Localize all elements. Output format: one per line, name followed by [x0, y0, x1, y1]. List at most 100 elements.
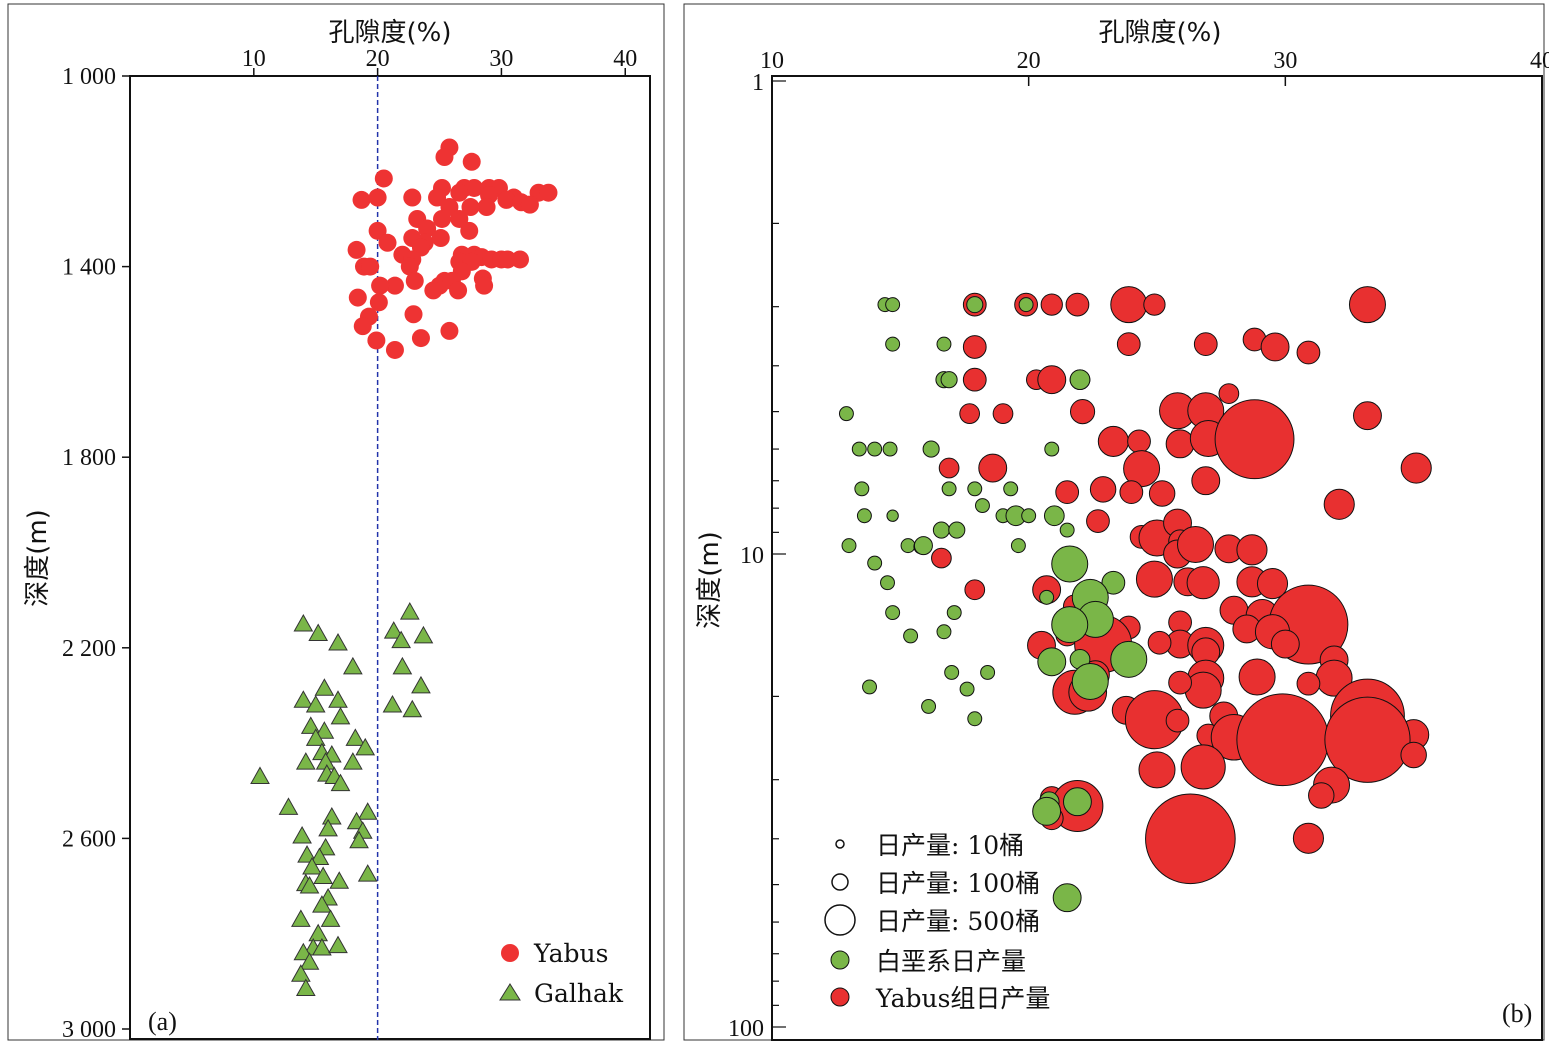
legend-size-500-marker	[824, 904, 856, 936]
data-point-yabus	[449, 281, 468, 300]
panel-a-y-tick-label: 1 400	[62, 255, 116, 281]
data-point-galhak	[383, 621, 404, 639]
bubble-cretaceous	[851, 441, 867, 457]
bubble-yabus-formation	[1193, 332, 1218, 357]
panel-a-y-tick-label: 3 000	[62, 1017, 116, 1043]
panel-a-y-title: 深度(m)	[23, 509, 53, 607]
data-point-galhak	[382, 694, 403, 713]
data-point-yabus	[450, 183, 469, 202]
bubble-cretaceous	[1032, 796, 1062, 826]
legend-size-100-label: 日产量: 100桶	[876, 869, 1040, 898]
legend-galhak-label: Galhak	[534, 979, 624, 1008]
data-point-galhak	[357, 802, 378, 820]
data-point-yabus	[433, 209, 451, 228]
data-point-yabus	[347, 240, 366, 259]
panel-b-y-tick-label: 1	[752, 70, 764, 96]
legend-size-10-marker	[835, 839, 845, 849]
bubble-yabus-formation	[1119, 480, 1144, 505]
bubble-yabus-formation	[1037, 365, 1067, 395]
data-point-yabus	[435, 148, 454, 167]
bubble-yabus-formation	[1055, 480, 1080, 505]
data-point-yabus	[465, 178, 484, 197]
bubble-yabus-formation	[931, 547, 952, 569]
data-point-yabus	[352, 190, 371, 209]
data-point-yabus	[367, 331, 386, 350]
panel-a-label: (a)	[148, 1007, 177, 1036]
bubble-cretaceous	[885, 336, 901, 352]
panel-b-y-title: 深度(m)	[695, 531, 725, 629]
data-point-galhak	[309, 847, 330, 865]
bubble-cretaceous	[1062, 787, 1092, 817]
bubble-yabus-formation	[1110, 286, 1148, 324]
bubble-cretaceous	[1037, 647, 1067, 677]
data-point-yabus	[369, 293, 388, 312]
bubble-cretaceous	[967, 481, 983, 497]
panel-a-legend: Yabus Galhak	[499, 939, 624, 1008]
data-point-galhak	[314, 678, 335, 696]
bubble-cretaceous	[838, 406, 854, 422]
data-point-galhak	[293, 613, 314, 632]
panel-b-label: (b)	[1502, 999, 1532, 1028]
bubble-yabus-formation	[1138, 751, 1176, 789]
panel-a-x-tick-label: 10	[242, 46, 266, 72]
bubble-yabus-formation	[1127, 429, 1151, 454]
bubble-cretaceous	[974, 498, 990, 514]
bubble-yabus-formation	[1400, 452, 1432, 484]
data-point-galhak	[399, 602, 420, 620]
data-point-galhak	[299, 876, 320, 894]
bubble-cretaceous	[1003, 481, 1019, 497]
bubble-cretaceous	[966, 296, 984, 314]
bubble-yabus-formation	[1348, 286, 1386, 324]
data-point-yabus	[371, 276, 390, 295]
panel-b-frame	[683, 3, 1545, 1041]
bubble-yabus-formation	[1165, 708, 1190, 733]
data-point-yabus	[477, 198, 496, 217]
data-point-yabus	[440, 321, 459, 340]
data-point-galhak	[328, 935, 348, 954]
bubble-cretaceous	[932, 521, 950, 539]
bubble-cretaceous	[913, 536, 933, 556]
bubble-cretaceous	[1052, 883, 1082, 913]
bubble-yabus-formation	[1165, 429, 1195, 459]
data-point-galhak	[329, 871, 350, 889]
bubble-cretaceous	[922, 440, 940, 458]
legend-cretaceous-label: 白垩系日产量	[876, 947, 1026, 976]
bubble-yabus-formation	[1270, 629, 1300, 659]
panel-b-marks	[838, 286, 1432, 913]
data-point-yabus	[475, 276, 494, 295]
data-point-yabus	[348, 288, 367, 307]
bubble-yabus-formation	[1065, 292, 1090, 317]
bubble-cretaceous	[885, 297, 901, 313]
data-point-yabus	[461, 198, 480, 217]
data-point-yabus	[450, 209, 469, 228]
bubble-cretaceous	[903, 628, 919, 644]
bubble-yabus-formation	[1238, 658, 1276, 696]
legend-yabus-formation-marker	[830, 987, 850, 1007]
bubble-yabus-formation	[1086, 509, 1110, 533]
panel-b-x-title: 孔隙度(%)	[1099, 18, 1222, 48]
data-point-yabus	[520, 195, 539, 214]
bubble-yabus-formation	[1145, 793, 1236, 885]
bubble-cretaceous	[967, 711, 983, 727]
data-point-galhak	[345, 728, 366, 746]
bubble-yabus-formation	[1214, 399, 1295, 480]
panel-a-y-tick-label: 1 000	[62, 64, 116, 90]
data-point-galhak	[313, 866, 333, 885]
panel-a-ticks: 10 20 30 40 1 000 1 400 1 800 2 200 2 600 3 000	[62, 46, 637, 1043]
legend-size-10-label: 日产量: 10桶	[876, 831, 1024, 860]
data-point-galhak	[305, 728, 326, 746]
panel-a-y-tick-label: 2 200	[62, 636, 116, 662]
data-point-galhak	[343, 656, 363, 675]
bubble-cretaceous	[1071, 662, 1109, 700]
bubble-yabus-formation	[1236, 534, 1268, 566]
bubble-cretaceous	[885, 605, 901, 621]
data-point-yabus	[378, 233, 397, 252]
data-point-galhak	[278, 797, 299, 815]
bubble-cretaceous	[1010, 538, 1026, 554]
data-point-galhak	[318, 818, 338, 837]
data-point-galhak	[391, 630, 411, 649]
data-point-yabus	[374, 169, 393, 188]
bubble-cretaceous	[1039, 589, 1055, 605]
bubble-cretaceous	[946, 605, 962, 621]
data-point-galhak	[330, 706, 351, 725]
